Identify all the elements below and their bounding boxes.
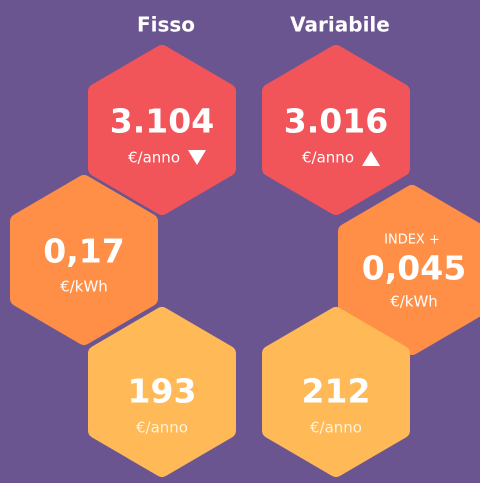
- unit: €/anno: [302, 149, 354, 167]
- hexagons: [10, 45, 480, 477]
- hexagon: [338, 185, 480, 355]
- value: 193: [128, 372, 197, 411]
- unit: €/anno: [128, 149, 180, 167]
- hexagon: [262, 307, 410, 477]
- column-header: Fisso: [137, 13, 195, 37]
- up-arrow: [362, 151, 380, 166]
- unit: €/kWh: [390, 293, 438, 311]
- value: 0,045: [362, 249, 466, 288]
- hexagon: [262, 45, 410, 215]
- value: 212: [302, 372, 371, 411]
- unit: €/anno: [136, 419, 188, 437]
- value: 0,17: [43, 232, 124, 271]
- unit: €/kWh: [60, 278, 108, 296]
- unit: €/anno: [310, 419, 362, 437]
- label: INDEX +: [384, 233, 440, 248]
- hexagon: [88, 45, 236, 215]
- down-arrow: [188, 150, 206, 165]
- hexagon: [88, 307, 236, 477]
- value: 3.104: [110, 102, 214, 141]
- value: 3.016: [284, 102, 388, 141]
- hexagon: [10, 175, 158, 345]
- column-header: Variabile: [290, 13, 390, 37]
